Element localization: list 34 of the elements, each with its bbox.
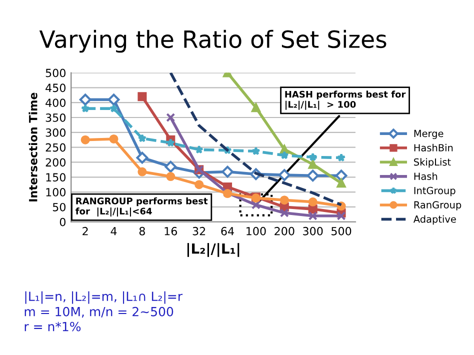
x-tick-label: 8 <box>139 226 145 236</box>
x-tick-label: 300 <box>303 226 323 236</box>
x-tick-label: 4 <box>110 227 117 236</box>
annotation: HASH performs best for |L₂|/|L₁| > 100 <box>285 90 406 110</box>
x-tick-label: 100 <box>246 226 266 236</box>
y-tick-label: 300 <box>46 128 66 137</box>
y-tick-label: 350 <box>46 113 66 122</box>
annotation: RANGROUP performs best for |L₂|/|L₁|<64 <box>76 197 208 217</box>
legend-label: Hash <box>414 172 438 180</box>
legend-label: IntGroup <box>414 186 456 196</box>
y-tick-label: 400 <box>46 98 66 107</box>
legend-label: Adaptive <box>413 215 456 225</box>
y-tick-label: 150 <box>46 173 66 182</box>
x-tick-label: 500 <box>332 226 352 236</box>
x-tick-label: 64 <box>221 226 234 236</box>
legend-label: HashBin <box>414 144 453 152</box>
y-tick-label: 200 <box>46 158 66 167</box>
y-tick-label: 100 <box>46 188 66 196</box>
x-tick-label: 200 <box>274 226 294 236</box>
y-axis-title: Intersection Time <box>28 92 38 202</box>
y-tick-label: 50 <box>52 202 66 212</box>
y-tick-label: 0 <box>60 218 66 226</box>
y-tick-label: 500 <box>46 68 66 78</box>
x-tick-label: 2 <box>82 226 88 236</box>
legend-label: RanGroup <box>414 201 462 210</box>
y-tick-label: 250 <box>46 143 66 152</box>
y-tick-label: 450 <box>46 84 66 92</box>
legend-label: SkipList <box>414 158 451 168</box>
x-tick-label: 16 <box>164 226 178 236</box>
chart-title: Varying the Ratio of Set Sizes <box>39 30 386 53</box>
x-axis-title: |L₂|/|L₁| <box>187 243 240 257</box>
text: |L₁|=n, |L₂|=m, |L₁∩ L₂|=r m = 10M, m/n = 2~500 r = n*1% <box>24 291 183 332</box>
x-tick-label: 32 <box>192 226 206 236</box>
legend-label: Merge <box>414 130 444 140</box>
